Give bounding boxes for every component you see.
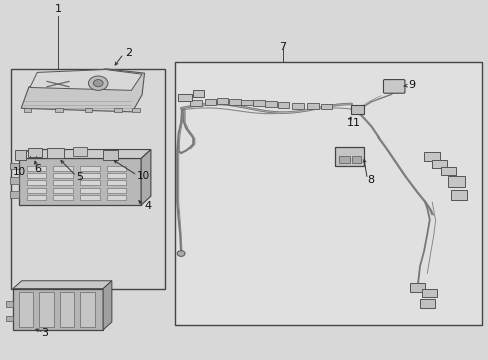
Bar xyxy=(26,188,46,193)
Bar xyxy=(409,283,424,292)
Bar xyxy=(419,300,434,308)
Bar xyxy=(26,166,46,171)
Bar xyxy=(440,167,455,175)
Bar xyxy=(351,156,360,163)
Text: 9: 9 xyxy=(407,80,414,90)
Bar xyxy=(80,195,100,200)
Bar xyxy=(53,180,73,185)
Text: 5: 5 xyxy=(76,172,83,182)
Bar xyxy=(53,173,73,178)
FancyBboxPatch shape xyxy=(334,147,363,166)
Bar xyxy=(53,166,73,171)
Text: 2: 2 xyxy=(125,48,132,58)
Bar xyxy=(175,62,482,325)
Bar xyxy=(306,103,318,109)
Bar xyxy=(23,108,31,112)
Bar xyxy=(84,108,92,112)
Bar xyxy=(178,94,191,102)
Bar xyxy=(73,147,87,156)
Bar xyxy=(424,152,439,161)
Bar xyxy=(216,98,228,104)
Bar xyxy=(15,150,26,160)
Polygon shape xyxy=(80,292,95,327)
Bar xyxy=(5,301,13,307)
Bar xyxy=(80,166,100,171)
Bar xyxy=(47,148,64,158)
Bar xyxy=(253,100,264,106)
Bar xyxy=(450,190,467,200)
Bar xyxy=(107,195,126,200)
Bar xyxy=(265,101,277,107)
Polygon shape xyxy=(13,289,103,330)
Bar xyxy=(107,166,126,171)
Bar xyxy=(189,100,201,106)
Bar xyxy=(103,150,118,160)
Text: 7: 7 xyxy=(278,42,285,51)
Bar xyxy=(320,104,331,109)
Polygon shape xyxy=(19,292,33,327)
Bar xyxy=(192,90,203,97)
Bar xyxy=(114,108,122,112)
Bar xyxy=(277,102,289,108)
Text: 8: 8 xyxy=(366,175,374,185)
Bar xyxy=(228,99,240,105)
Bar xyxy=(26,180,46,185)
Text: 10: 10 xyxy=(13,167,26,177)
Circle shape xyxy=(177,251,184,256)
Text: 4: 4 xyxy=(144,201,151,211)
Bar xyxy=(10,177,19,184)
Bar xyxy=(107,173,126,178)
Bar xyxy=(204,99,216,105)
Polygon shape xyxy=(21,69,144,112)
Circle shape xyxy=(93,80,103,87)
Polygon shape xyxy=(30,69,142,90)
Bar xyxy=(26,195,46,200)
Bar xyxy=(10,192,19,198)
Bar xyxy=(431,160,446,168)
Bar xyxy=(53,188,73,193)
Bar xyxy=(10,163,19,169)
Bar xyxy=(80,180,100,185)
Bar xyxy=(107,188,126,193)
Bar xyxy=(26,173,46,178)
Circle shape xyxy=(88,76,108,90)
Polygon shape xyxy=(103,281,112,330)
Polygon shape xyxy=(19,149,151,158)
Bar xyxy=(107,180,126,185)
Text: 10: 10 xyxy=(137,171,150,181)
Text: 6: 6 xyxy=(34,164,41,174)
Bar xyxy=(53,195,73,200)
Bar xyxy=(5,316,13,321)
Bar xyxy=(241,100,252,105)
Bar xyxy=(338,156,349,163)
Bar xyxy=(422,289,436,297)
Bar xyxy=(292,103,304,109)
Polygon shape xyxy=(141,149,151,205)
Text: 11: 11 xyxy=(346,118,360,128)
Text: 1: 1 xyxy=(55,4,61,14)
Bar xyxy=(132,108,140,112)
Polygon shape xyxy=(13,281,112,289)
Bar xyxy=(55,108,63,112)
Polygon shape xyxy=(39,292,54,327)
Polygon shape xyxy=(19,158,141,205)
FancyBboxPatch shape xyxy=(383,80,404,93)
Bar xyxy=(27,148,42,157)
Bar xyxy=(80,188,100,193)
Bar xyxy=(80,173,100,178)
FancyBboxPatch shape xyxy=(350,105,364,114)
Bar xyxy=(447,176,464,187)
Text: 3: 3 xyxy=(41,328,48,338)
Polygon shape xyxy=(60,292,74,327)
Bar xyxy=(11,69,164,289)
